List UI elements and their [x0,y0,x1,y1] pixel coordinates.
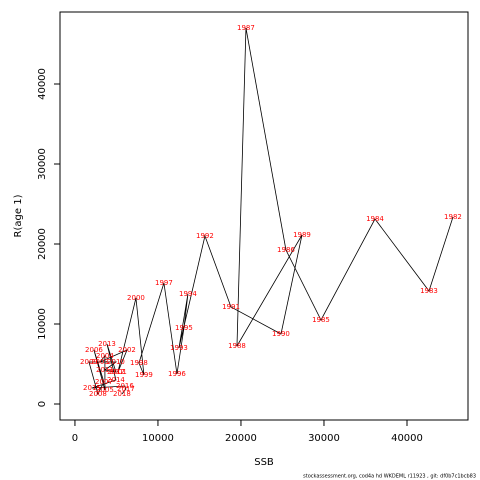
point-label: 1997 [155,279,173,287]
data-line [88,27,454,396]
point-label: 1993 [170,344,188,352]
y-tick-label: 20000 [37,228,48,260]
point-label: 2012 [107,368,125,376]
point-label: 1999 [135,371,153,379]
point-label: 1994 [179,290,197,298]
point-label: 2017 [117,385,135,393]
plot-frame [59,11,469,421]
point-label: 1983 [420,287,438,295]
point-label: 1989 [293,231,311,239]
y-tick-label: 30000 [37,148,48,180]
point-label: 2002 [118,346,136,354]
point-label: 1992 [196,232,214,240]
point-label: 1985 [312,316,330,324]
point-label: 2015 [83,384,101,392]
point-label: 2011 [96,366,114,374]
point-label: 1982 [444,213,462,221]
point-label: 2000 [127,294,145,302]
point-label: 1986 [277,246,295,254]
point-label: 1996 [168,370,186,378]
point-label: 1984 [366,215,384,223]
point-label: 2010 [107,358,125,366]
x-tick-label: 40000 [391,433,423,444]
point-label: 2005 [96,386,114,394]
y-tick-label: 10000 [37,308,48,340]
point-label: 2008 [89,390,107,398]
x-axis-title: SSB [254,457,274,468]
x-tick-label: 30000 [308,433,340,444]
point-label: 2013 [98,340,116,348]
y-tick-label: 40000 [37,68,48,100]
point-label: 2014 [107,376,125,384]
point-label: 1998 [130,359,148,367]
point-label: 2007 [95,378,113,386]
point-label: 2004 [96,352,114,360]
point-label: 2003 [91,358,109,366]
point-label: 2009 [80,358,98,366]
point-label: 1988 [228,342,246,350]
x-tick-label: 20000 [225,433,257,444]
point-label: 1995 [175,324,193,332]
point-label: 1991 [222,303,240,311]
x-tick-label: 10000 [142,433,174,444]
point-label: 1987 [237,24,255,32]
y-axis-title: R(age 1) [13,194,24,237]
point-label: 2006 [85,346,103,354]
point-label: 1990 [272,330,290,338]
point-label: 2018 [113,390,131,398]
y-tick-label: 0 [37,401,48,407]
footer: stockassessment.org, cod4a hd WKDEML r11… [303,474,476,480]
point-label: 2001 [109,368,127,376]
point-label: 2016 [116,382,134,390]
x-tick-label: 0 [72,433,78,444]
